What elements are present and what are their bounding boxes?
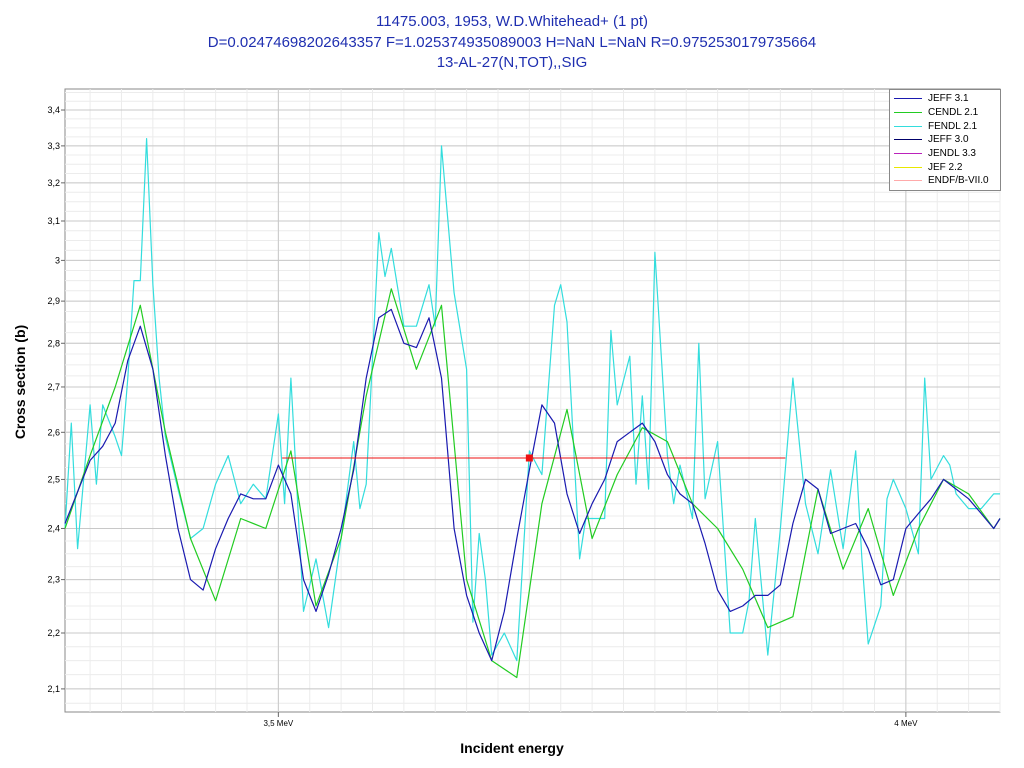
chart-title-line-1: 11475.003, 1953, W.D.Whitehead+ (1 pt) <box>376 13 648 30</box>
legend-swatch <box>894 125 922 127</box>
legend-entry: ENDF/B-VII.0 <box>890 174 1000 188</box>
legend-entry: FENDL 2.1 <box>890 119 1000 133</box>
legend-entry: CENDL 2.1 <box>890 106 1000 120</box>
chart-title-line-2: D=0.02474698202643357 F=1.02537493508900… <box>207 34 817 51</box>
legend-swatch <box>894 139 922 141</box>
y-tick-label: 3,3 <box>47 141 60 151</box>
legend-label: FENDL 2.1 <box>928 120 978 132</box>
y-tick-label: 3,4 <box>47 105 60 115</box>
legend-swatch <box>894 153 922 155</box>
legend-entry: JENDL 3.3 <box>890 147 1000 161</box>
series-line-cendl-2-1 <box>64 288 1001 679</box>
y-tick-label: 3,1 <box>47 216 60 226</box>
grid <box>65 89 1001 712</box>
y-tick-label: 2,9 <box>47 296 60 306</box>
y-tick-label: 2,5 <box>47 474 60 484</box>
x-tick-label: 3,5 MeV <box>263 719 293 728</box>
legend-label: CENDL 2.1 <box>928 107 979 119</box>
axis-ticks: 2,1 2,2 2,3 2,4 2,5 2,6 2,7 2,8 2,9 3 3,1 3,2 3,3 3,4… <box>47 105 918 728</box>
legend-label: JEFF 3.0 <box>928 134 969 146</box>
legend-swatch <box>894 166 922 168</box>
legend-entry: JEFF 3.1 <box>890 92 1000 106</box>
legend-entry: JEF 2.2 <box>890 160 1000 174</box>
y-tick-label: 2,7 <box>47 382 60 392</box>
y-tick-label: 2,3 <box>47 575 60 585</box>
series-line-fendl-2-1 <box>64 138 1000 662</box>
y-tick-label: 3,2 <box>47 178 60 188</box>
legend-swatch <box>894 98 922 100</box>
chart-title-line-3: 13-AL-27(N,TOT),,SIG <box>436 54 588 71</box>
x-tick-label: 4 MeV <box>894 719 918 728</box>
legend-swatch <box>894 180 922 182</box>
y-axis-label: Cross section (b) <box>12 324 28 440</box>
y-tick-label: 2,8 <box>47 338 60 348</box>
legend-label: JENDL 3.3 <box>928 148 976 160</box>
experimental-data <box>282 454 786 462</box>
legend-label: JEFF 3.1 <box>928 93 969 105</box>
x-axis-label: Incident energy <box>460 740 564 756</box>
experimental-point <box>525 454 533 462</box>
legend-swatch <box>894 112 922 114</box>
series-lines <box>64 138 1001 679</box>
y-tick-label: 2,6 <box>47 427 60 437</box>
legend-label: JEF 2.2 <box>928 161 963 173</box>
legend-label: ENDF/B-VII.0 <box>928 175 989 187</box>
y-tick-label: 2,2 <box>47 628 60 638</box>
y-tick-label: 3 <box>55 255 60 265</box>
legend-entry: JEFF 3.0 <box>890 133 1000 147</box>
legend: JEFF 3.1 CENDL 2.1 FENDL 2.1 JEFF 3.0 JENDL … <box>889 89 1001 191</box>
plot-area <box>64 88 1001 713</box>
series-line-jeff-3-1 <box>64 308 1001 662</box>
y-tick-label: 2,4 <box>47 523 60 533</box>
y-tick-label: 2,1 <box>47 684 60 694</box>
